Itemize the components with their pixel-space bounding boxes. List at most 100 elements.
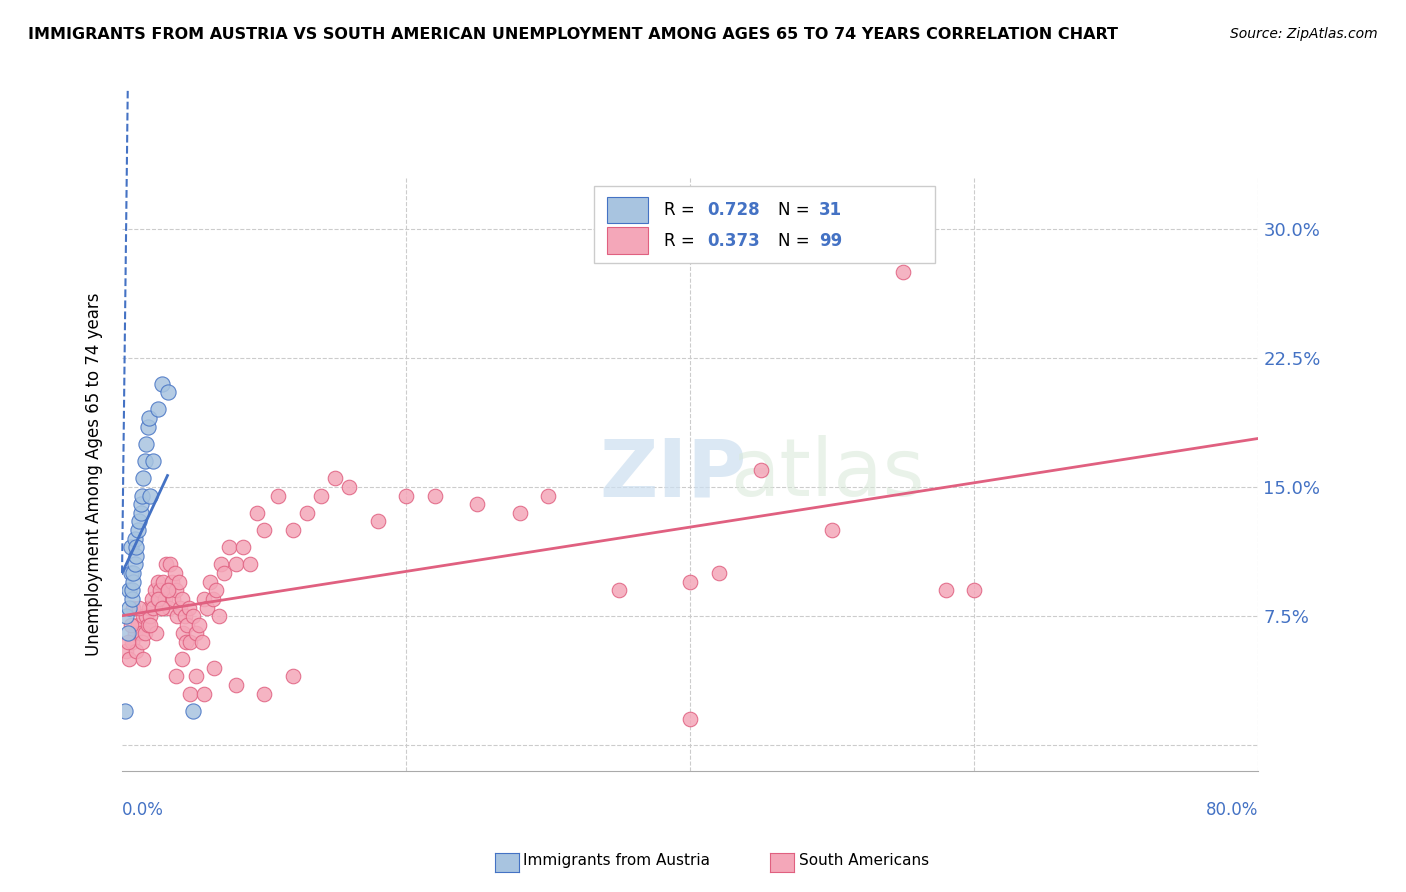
Point [143, 583, 166, 598]
Point [132, 471, 155, 485]
Point [135, 609, 157, 624]
Point [124, 558, 146, 572]
Point [131, 489, 153, 503]
Point [157, 600, 180, 615]
FancyBboxPatch shape [607, 196, 648, 223]
Point [120, 617, 142, 632]
Point [134, 454, 156, 468]
Point [169, 600, 191, 615]
Point [156, 583, 179, 598]
Point [132, 609, 155, 624]
Point [121, 635, 143, 649]
Point [170, 652, 193, 666]
Point [204, 583, 226, 598]
Point [150, 376, 173, 391]
Point [122, 574, 145, 589]
Point [253, 523, 276, 537]
Point [139, 489, 162, 503]
Point [163, 566, 186, 580]
Point [155, 558, 177, 572]
Point [214, 566, 236, 580]
Point [963, 583, 986, 598]
Point [136, 419, 159, 434]
Point [132, 652, 155, 666]
Point [114, 704, 136, 718]
Point [179, 635, 201, 649]
Point [129, 497, 152, 511]
Point [395, 489, 418, 503]
Text: R =: R = [664, 201, 700, 219]
Point [267, 489, 290, 503]
Point [121, 591, 143, 606]
Point [128, 515, 150, 529]
Point [128, 600, 150, 615]
Point [125, 541, 148, 555]
Point [225, 678, 247, 692]
Point [127, 523, 149, 537]
Point [891, 265, 914, 279]
Point [146, 574, 169, 589]
Text: N =: N = [778, 201, 814, 219]
Point [170, 591, 193, 606]
Point [232, 541, 254, 555]
Text: Immigrants from Austria: Immigrants from Austria [523, 854, 710, 868]
FancyBboxPatch shape [607, 227, 648, 253]
Point [125, 549, 148, 563]
Point [935, 583, 957, 598]
Point [607, 583, 630, 598]
Point [172, 626, 194, 640]
Point [117, 626, 139, 640]
Point [198, 574, 221, 589]
Point [309, 489, 332, 503]
Point [225, 558, 247, 572]
Point [367, 515, 389, 529]
Point [115, 643, 138, 657]
Point [179, 687, 201, 701]
Point [281, 523, 304, 537]
Point [159, 558, 181, 572]
Point [131, 635, 153, 649]
Point [160, 574, 183, 589]
Point [193, 687, 215, 701]
Point [177, 600, 200, 615]
Text: atlas: atlas [730, 435, 924, 513]
Point [150, 600, 173, 615]
Point [148, 591, 170, 606]
Point [135, 437, 157, 451]
Point [253, 687, 276, 701]
Point [509, 506, 531, 520]
Point [165, 669, 187, 683]
Point [139, 617, 162, 632]
Point [187, 617, 209, 632]
Text: IMMIGRANTS FROM AUSTRIA VS SOUTH AMERICAN UNEMPLOYMENT AMONG AGES 65 TO 74 YEARS: IMMIGRANTS FROM AUSTRIA VS SOUTH AMERICA… [28, 27, 1118, 42]
Point [153, 591, 176, 606]
Point [165, 583, 187, 598]
Point [423, 489, 446, 503]
Point [124, 532, 146, 546]
Point [146, 402, 169, 417]
Point [142, 600, 165, 615]
Point [176, 617, 198, 632]
Point [184, 669, 207, 683]
Point [118, 600, 141, 615]
Point [202, 661, 225, 675]
Point [679, 713, 702, 727]
Point [821, 523, 844, 537]
Point [162, 591, 184, 606]
Point [139, 609, 162, 624]
Text: 80.0%: 80.0% [1206, 801, 1258, 819]
Point [150, 600, 173, 615]
Point [465, 497, 488, 511]
Point [707, 566, 730, 580]
Text: ZIP: ZIP [599, 435, 747, 513]
Point [323, 471, 346, 485]
Point [142, 454, 165, 468]
Point [201, 591, 224, 606]
Point [120, 541, 142, 555]
Point [122, 566, 145, 580]
Point [181, 609, 204, 624]
Text: N =: N = [778, 232, 814, 250]
Point [115, 609, 138, 624]
Text: 0.0%: 0.0% [122, 801, 165, 819]
Point [208, 609, 231, 624]
